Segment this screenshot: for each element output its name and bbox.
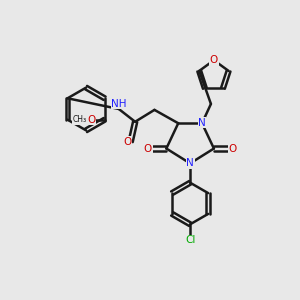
Text: O: O — [124, 137, 132, 147]
Text: NH: NH — [111, 99, 127, 109]
Text: O: O — [210, 55, 218, 65]
Text: Cl: Cl — [185, 235, 195, 245]
Text: CH₃: CH₃ — [72, 115, 86, 124]
Text: N: N — [186, 158, 194, 168]
Text: O: O — [228, 143, 236, 154]
Text: O: O — [144, 143, 152, 154]
Text: O: O — [87, 115, 95, 125]
Text: N: N — [198, 118, 206, 128]
